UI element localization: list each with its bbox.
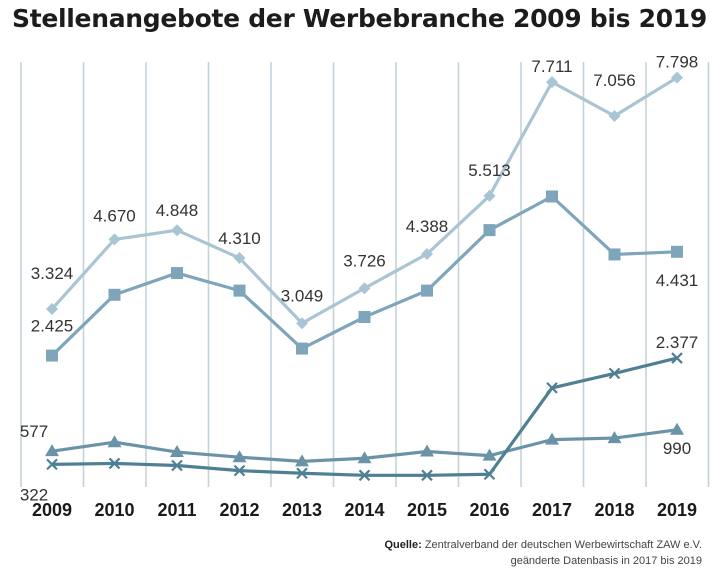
data-label: 5.513 (468, 161, 511, 180)
source-note: Quelle: Zentralverband der deutschen Wer… (384, 537, 702, 569)
data-point (483, 468, 496, 481)
data-label: 3.324 (31, 264, 74, 283)
data-point (358, 311, 371, 324)
data-point (171, 224, 183, 237)
data-label: 7.798 (656, 53, 699, 72)
data-label: 4.670 (93, 206, 136, 225)
x-tick-label: 2016 (469, 500, 509, 520)
data-label: 3.726 (343, 251, 386, 270)
data-point (46, 458, 58, 471)
data-label: 4.388 (406, 217, 449, 236)
source-label: Quelle: (384, 539, 422, 551)
data-point (233, 464, 246, 477)
data-point (421, 248, 433, 261)
data-point (420, 444, 434, 457)
data-label: 577 (20, 422, 48, 441)
data-label: 2.425 (31, 317, 74, 336)
data-point (608, 367, 621, 380)
data-point (358, 469, 371, 482)
data-point (295, 454, 309, 467)
x-tick-label: 2015 (407, 500, 447, 520)
x-tick-label: 2013 (282, 500, 322, 520)
data-point (170, 445, 184, 458)
data-label: 7.056 (593, 71, 636, 90)
data-label: 3.049 (281, 286, 324, 305)
x-tick-label: 2019 (657, 500, 697, 520)
data-point (46, 303, 58, 316)
data-point (608, 248, 621, 261)
data-point (296, 467, 308, 480)
data-point (46, 349, 58, 362)
x-tick-label: 2012 (219, 500, 259, 520)
data-point (232, 450, 247, 463)
data-point (108, 288, 121, 301)
data-point (233, 252, 246, 265)
x-tick-label: 2009 (32, 500, 72, 520)
data-label: 4.310 (218, 229, 261, 248)
source-text: Zentralverband der deutschen Werbewirtsc… (424, 539, 702, 551)
x-tick-label: 2018 (594, 500, 634, 520)
data-point (357, 451, 372, 464)
data-point (108, 457, 121, 470)
data-point (171, 267, 183, 280)
data-label: 2.377 (656, 333, 699, 352)
data-point (671, 71, 683, 84)
data-point (171, 459, 183, 472)
x-tick-label: 2011 (157, 500, 196, 520)
data-point (608, 110, 621, 123)
data-label: 4.848 (156, 201, 199, 220)
data-point (546, 76, 558, 89)
data-labels: 3.324 4.670 4.848 4.310 3.049 3.726 4.388 5.513… (20, 53, 698, 505)
data-point (296, 317, 308, 330)
data-point (670, 422, 684, 435)
data-point (358, 282, 371, 295)
data-point (421, 469, 433, 482)
source-footnote: geänderte Datenbasis in 2017 bis 2019 (510, 555, 702, 567)
data-point (483, 224, 496, 237)
gridlines (20, 62, 710, 487)
data-point (545, 432, 559, 445)
data-point (671, 352, 683, 364)
data-point (421, 284, 433, 297)
data-point (296, 342, 308, 355)
data-point (546, 190, 558, 203)
data-point (233, 284, 246, 297)
x-tick-label: 2010 (94, 500, 134, 520)
x-axis-ticks: 2009 2010 2011 2012 2013 2014 2015 2016 2017 2018… (32, 500, 697, 520)
data-point (671, 245, 683, 258)
chart-title: Stellenangebote der Werbebranche 2009 bi… (12, 4, 707, 33)
series-markers (45, 71, 684, 482)
data-label: 990 (663, 439, 691, 458)
x-tick-label: 2014 (344, 500, 384, 520)
data-point (483, 189, 496, 202)
x-tick-label: 2017 (532, 500, 572, 520)
data-point (607, 431, 622, 444)
data-label: 322 (20, 485, 48, 504)
data-label: 7.711 (531, 57, 572, 76)
data-label: 4.431 (656, 271, 699, 290)
data-point (546, 382, 558, 394)
data-point (107, 435, 122, 448)
data-point (482, 448, 497, 461)
data-point (45, 444, 59, 457)
data-point (108, 233, 121, 246)
